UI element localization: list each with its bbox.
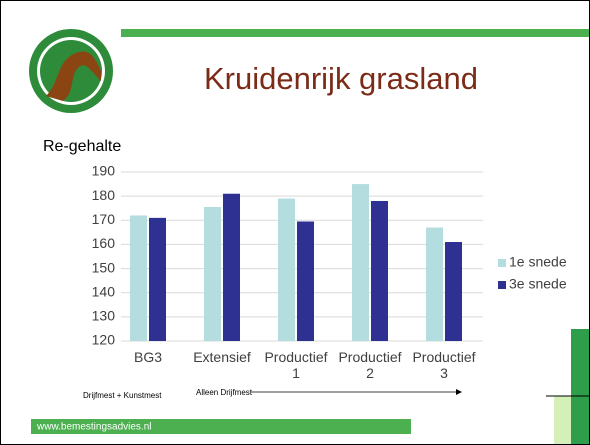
bar <box>297 221 314 341</box>
x-tick-label: Extensief <box>193 349 251 365</box>
y-tick-label: 150 <box>92 259 116 275</box>
y-tick-label: 120 <box>92 332 116 348</box>
y-tick-label: 130 <box>92 308 116 324</box>
x-tick-label: Productief 3 <box>412 349 476 381</box>
legend-swatch <box>498 281 506 289</box>
deco <box>571 329 589 444</box>
annotation: Alleen Drijfmest <box>196 388 253 397</box>
y-tick-label: 140 <box>92 283 116 299</box>
legend-label: 1e snede <box>509 254 567 270</box>
bar <box>371 200 388 341</box>
annotation: Drijfmest + Kunstmest <box>83 391 162 400</box>
legend-label: 3e snede <box>509 276 567 292</box>
deco <box>554 396 571 444</box>
bar <box>426 227 443 341</box>
x-tick-label: BG3 <box>133 349 162 365</box>
bar <box>352 184 369 341</box>
y-tick-label: 170 <box>92 211 116 227</box>
top-bar <box>121 29 589 37</box>
logo <box>29 29 113 113</box>
legend-swatch <box>498 259 506 267</box>
slide-title: Kruidenrijk grasland <box>204 61 478 96</box>
bar <box>204 207 221 341</box>
bar <box>130 215 147 341</box>
bar <box>223 193 240 341</box>
x-tick-label: Productief 1 <box>264 349 328 381</box>
y-tick-label: 190 <box>92 163 116 179</box>
y-tick-label: 180 <box>92 187 116 203</box>
arrow-head <box>456 389 462 395</box>
bar <box>445 242 462 341</box>
x-tick-label: Productief 2 <box>338 349 402 381</box>
chart-title: Re-gehalte <box>43 138 121 155</box>
bar <box>149 217 166 341</box>
y-tick-label: 160 <box>92 235 116 251</box>
footer-bar <box>31 419 411 434</box>
footer: www.bemestingsadvies.nl <box>36 422 152 433</box>
bar <box>278 198 295 341</box>
